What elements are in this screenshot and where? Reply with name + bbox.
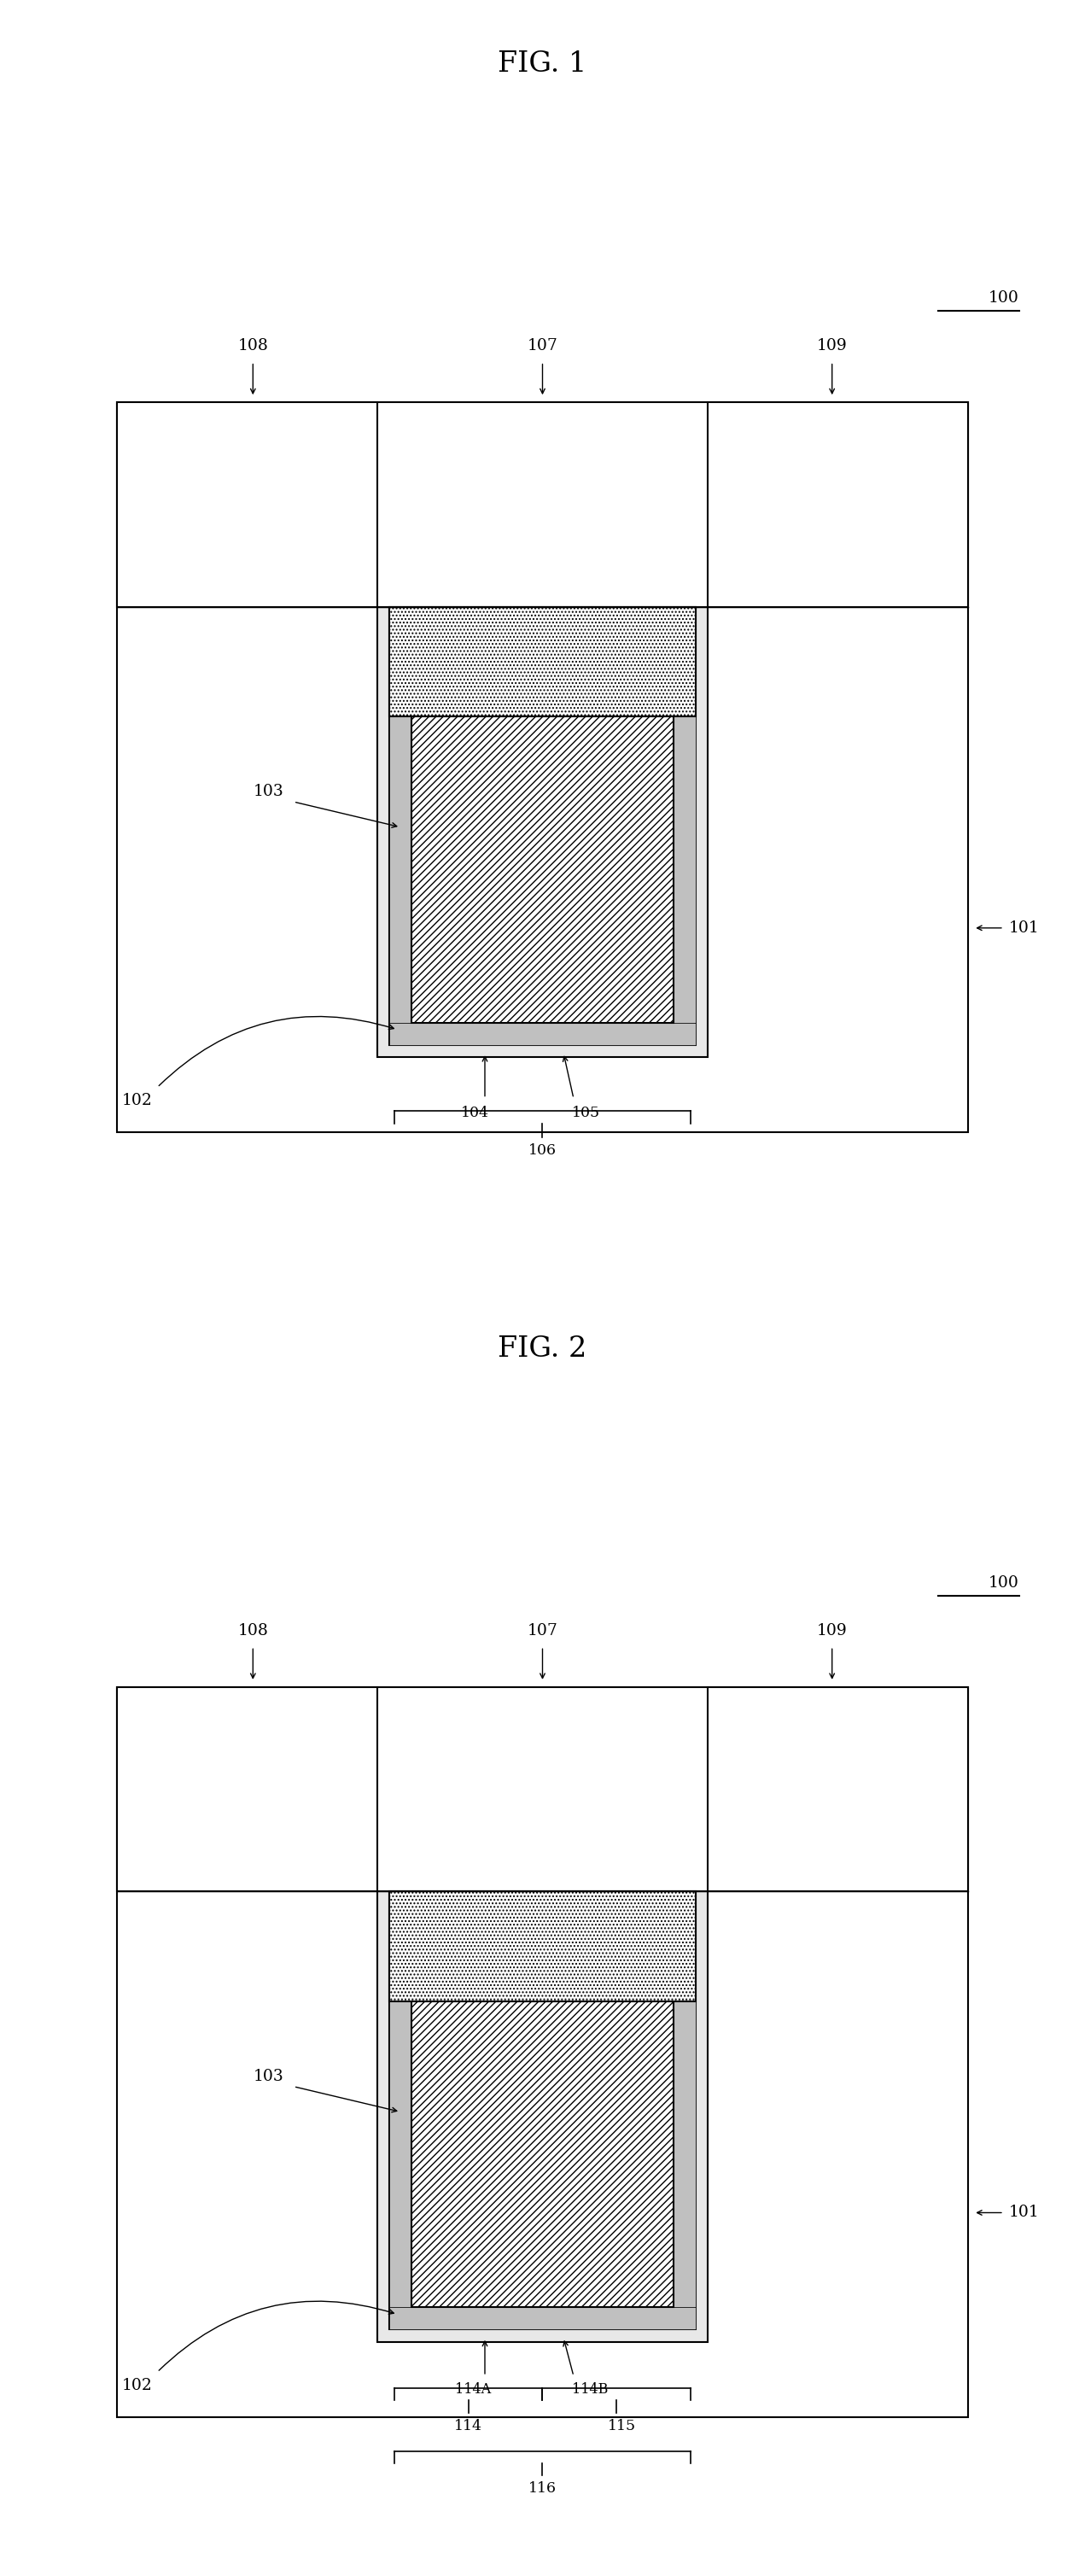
FancyBboxPatch shape (390, 1023, 695, 1046)
Text: 109: 109 (817, 337, 847, 353)
FancyBboxPatch shape (707, 1687, 968, 1891)
Text: 116: 116 (528, 2481, 557, 2496)
FancyBboxPatch shape (117, 402, 968, 1133)
Text: 108: 108 (238, 337, 268, 353)
Text: 109: 109 (817, 1623, 847, 1638)
FancyBboxPatch shape (390, 1891, 695, 2002)
FancyBboxPatch shape (390, 2308, 695, 2329)
Text: 108: 108 (238, 1623, 268, 1638)
Text: 114A: 114A (455, 2383, 490, 2396)
Text: 100: 100 (988, 1577, 1019, 1589)
FancyBboxPatch shape (390, 2002, 411, 2308)
Text: 103: 103 (253, 2069, 283, 2084)
Text: FIG. 2: FIG. 2 (498, 1334, 587, 1363)
FancyBboxPatch shape (378, 1891, 707, 2342)
Text: 100: 100 (988, 291, 1019, 307)
FancyBboxPatch shape (378, 608, 707, 1056)
FancyBboxPatch shape (390, 716, 411, 1023)
FancyBboxPatch shape (674, 2002, 695, 2308)
FancyBboxPatch shape (411, 716, 674, 1023)
Text: 103: 103 (253, 783, 283, 799)
FancyBboxPatch shape (117, 1687, 378, 1891)
Text: 102: 102 (122, 1092, 152, 1108)
Text: 102: 102 (122, 2378, 152, 2393)
Text: 107: 107 (527, 337, 558, 353)
FancyBboxPatch shape (674, 716, 695, 1023)
Text: 104: 104 (461, 1105, 489, 1121)
FancyBboxPatch shape (411, 2002, 674, 2308)
FancyBboxPatch shape (117, 402, 378, 608)
Text: 115: 115 (608, 2419, 636, 2434)
Text: 106: 106 (528, 1144, 557, 1157)
FancyBboxPatch shape (117, 1687, 968, 2416)
FancyBboxPatch shape (390, 608, 695, 716)
Text: 107: 107 (527, 1623, 558, 1638)
Text: 101: 101 (1009, 920, 1039, 935)
Text: 114B: 114B (572, 2383, 608, 2396)
FancyBboxPatch shape (707, 402, 968, 608)
Text: 101: 101 (1009, 2205, 1039, 2221)
Text: 114: 114 (455, 2419, 483, 2434)
FancyBboxPatch shape (390, 608, 695, 1046)
Text: FIG. 1: FIG. 1 (498, 52, 587, 77)
Text: 105: 105 (572, 1105, 600, 1121)
FancyBboxPatch shape (390, 1891, 695, 2329)
